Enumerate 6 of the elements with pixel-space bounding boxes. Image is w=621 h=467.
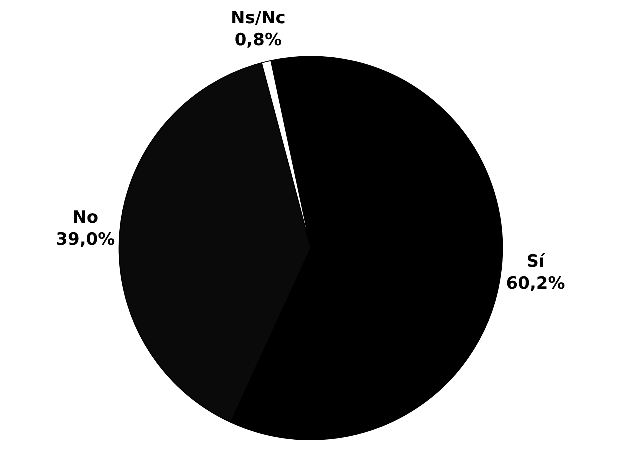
data-label: 0,8% — [234, 30, 282, 51]
slice-label: No — [72, 208, 99, 228]
data-label: 39,0% — [56, 230, 116, 250]
slice-label: Sí — [526, 252, 546, 272]
slice-label: Ns/Nc — [231, 8, 286, 29]
data-label: 60,2% — [506, 274, 566, 294]
